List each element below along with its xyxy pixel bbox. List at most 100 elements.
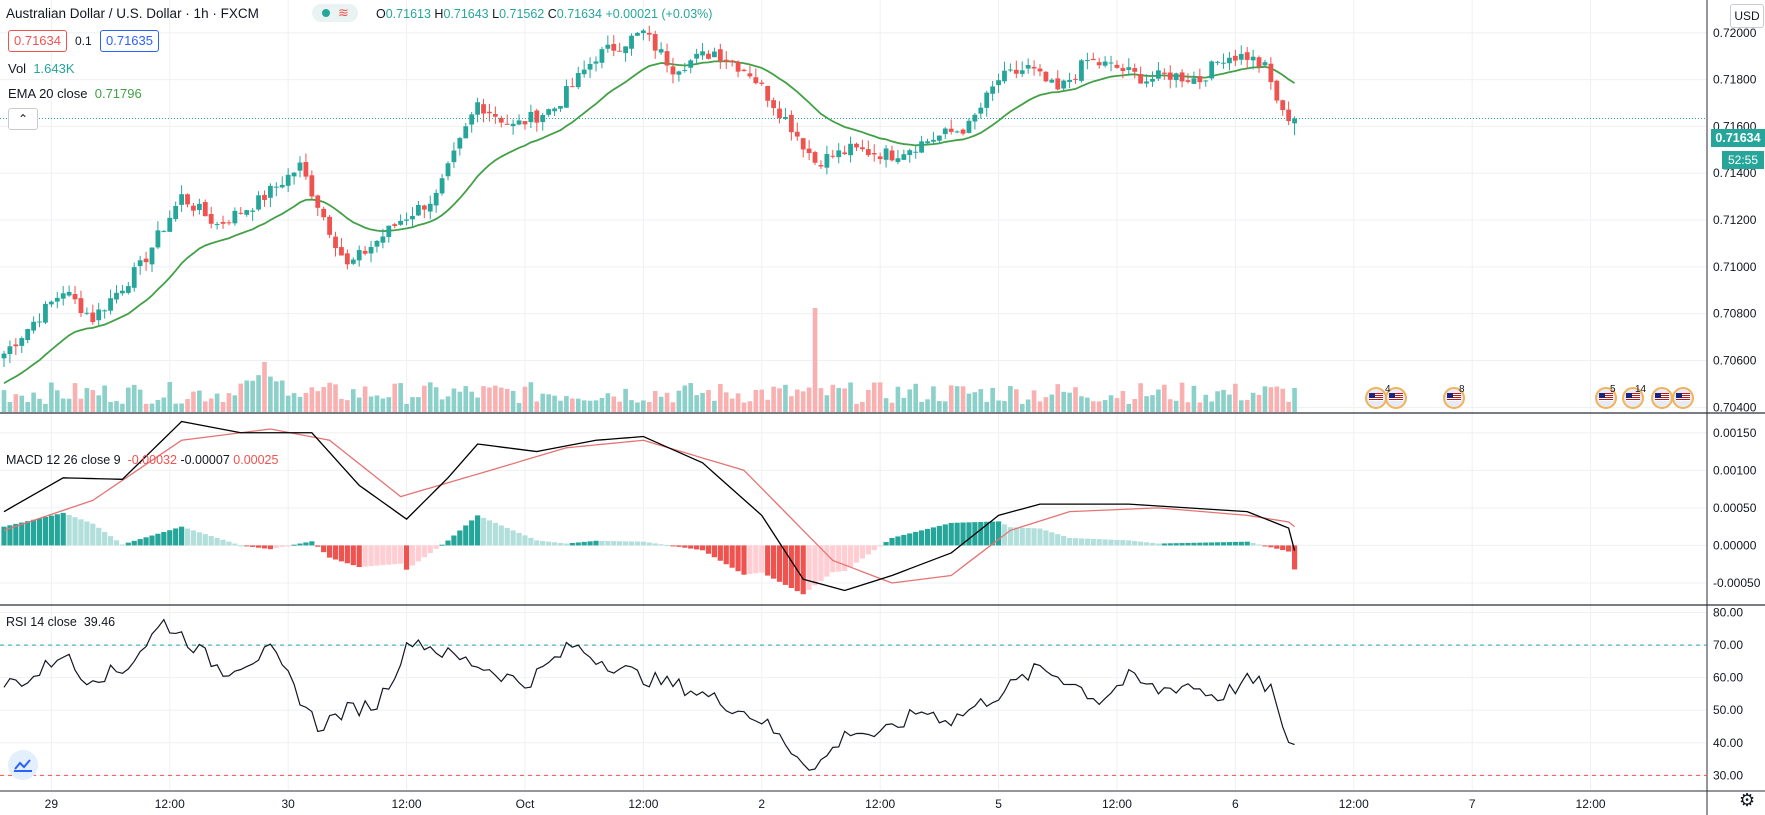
candle-body xyxy=(303,162,309,177)
macd-histogram-bar xyxy=(1090,538,1096,546)
volume-bar xyxy=(1049,394,1055,412)
candle-body xyxy=(309,175,315,197)
macd-histogram-bar xyxy=(1167,543,1173,546)
market-status[interactable]: ≋ xyxy=(312,4,358,22)
volume-bar xyxy=(315,391,321,412)
candle-body xyxy=(333,236,338,249)
macd-histogram-bar xyxy=(486,520,493,546)
currency-button[interactable]: USD xyxy=(1730,4,1764,28)
symbol-title[interactable]: Australian Dollar / U.S. Dollar · 1h · F… xyxy=(6,6,259,21)
candle-body xyxy=(487,111,492,114)
macd-tick-label: 0.00000 xyxy=(1713,538,1757,552)
macd-histogram-bar xyxy=(1025,527,1031,546)
volume-bar xyxy=(593,400,599,412)
candle-body xyxy=(143,258,149,263)
volume-bar xyxy=(824,395,830,412)
macd-histogram-bar xyxy=(208,536,214,546)
volume-bar xyxy=(966,393,972,412)
economic-event-icon[interactable] xyxy=(1622,387,1644,409)
economic-event-icon[interactable] xyxy=(1651,387,1673,409)
macd-histogram-bar xyxy=(1043,530,1049,546)
volume-bar xyxy=(1197,402,1203,412)
candle-body xyxy=(475,102,480,115)
macd-histogram-bar xyxy=(315,545,321,547)
macd-histogram-bar xyxy=(42,517,49,546)
candle-body xyxy=(185,194,190,205)
candle-body xyxy=(273,186,279,188)
economic-event-icon[interactable] xyxy=(1385,387,1407,409)
economic-event-icon[interactable] xyxy=(1672,387,1694,409)
candle-body xyxy=(481,104,486,114)
volume-bar xyxy=(226,393,232,412)
gear-icon[interactable]: ⚙ xyxy=(1739,790,1756,810)
spread-value: 0.1 xyxy=(75,34,92,48)
volume-bar xyxy=(1274,386,1280,412)
economic-event-icon[interactable] xyxy=(1595,387,1617,409)
volume-bar xyxy=(1150,395,1155,412)
candle-body xyxy=(386,225,392,238)
volume-bar xyxy=(1037,401,1043,412)
ema-legend[interactable]: EMA 20 close 0.71796 xyxy=(8,86,142,101)
bar-countdown: 52:55 xyxy=(1722,151,1764,169)
candle-body xyxy=(954,131,960,133)
candle-body xyxy=(492,114,498,117)
candle-body xyxy=(1215,61,1220,63)
candle-body xyxy=(392,224,398,226)
sell-price-button[interactable]: 0.71634 xyxy=(8,30,67,52)
macd-histogram-bar xyxy=(173,528,179,546)
rsi-tick-label: 70.00 xyxy=(1713,638,1743,652)
macd-histogram-bar xyxy=(13,523,19,546)
candle-body xyxy=(350,259,356,264)
macd-histogram-bar xyxy=(60,512,66,546)
macd-histogram-bar xyxy=(1049,532,1055,546)
macd-histogram-bar xyxy=(504,527,510,546)
macd-histogram-bar xyxy=(427,545,433,554)
candle-body xyxy=(800,138,806,150)
volume-bar xyxy=(1268,387,1274,412)
candle-body xyxy=(783,116,788,119)
macd-legend[interactable]: MACD 12 26 close 9 -0.00032 -0.00007 0.0… xyxy=(6,453,279,467)
candle-body xyxy=(510,123,516,127)
candle-body xyxy=(1167,72,1173,80)
rsi-line xyxy=(3,618,1295,771)
candle-body xyxy=(37,321,42,323)
volume-bar xyxy=(806,387,812,412)
macd-histogram-bar xyxy=(1096,539,1102,546)
time-tick-label: 12:00 xyxy=(155,797,185,811)
candle-body xyxy=(1073,78,1078,80)
rsi-legend[interactable]: RSI 14 close 39.46 xyxy=(6,615,116,629)
volume-bar xyxy=(534,401,540,412)
candle-body xyxy=(646,32,652,35)
volume-bar xyxy=(1055,384,1061,412)
macd-histogram-bar xyxy=(699,545,706,551)
event-count: 4 xyxy=(1385,384,1391,395)
volume-bar xyxy=(54,390,60,412)
macd-histogram-bar xyxy=(847,545,854,567)
candle-body xyxy=(528,111,534,123)
screenshot-button[interactable] xyxy=(8,750,38,780)
volume-legend[interactable]: Vol 1.643K xyxy=(8,61,75,76)
macd-histogram-bar xyxy=(1078,538,1085,546)
macd-histogram-bar xyxy=(386,545,392,565)
macd-histogram-bar xyxy=(954,522,960,546)
volume-bar xyxy=(1144,396,1149,412)
candle-body xyxy=(865,149,871,156)
volume-bar xyxy=(179,403,184,412)
economic-event-icon[interactable] xyxy=(1365,387,1387,409)
volume-bar xyxy=(208,398,214,412)
candle-body xyxy=(771,100,776,109)
volume-bar xyxy=(7,401,13,412)
volume-bar xyxy=(368,396,374,412)
buy-price-button[interactable]: 0.71635 xyxy=(100,30,159,52)
candle-body xyxy=(1292,118,1297,124)
candle-body xyxy=(1132,68,1138,72)
volume-bar xyxy=(185,399,190,412)
candle-body xyxy=(635,32,640,36)
candle-body xyxy=(564,86,569,108)
collapse-legend-button[interactable]: ⌃ xyxy=(8,108,38,130)
candle-body xyxy=(25,328,31,341)
volume-bar xyxy=(350,389,356,412)
economic-event-icon[interactable] xyxy=(1443,387,1465,409)
macd-histogram-bar xyxy=(753,545,759,574)
